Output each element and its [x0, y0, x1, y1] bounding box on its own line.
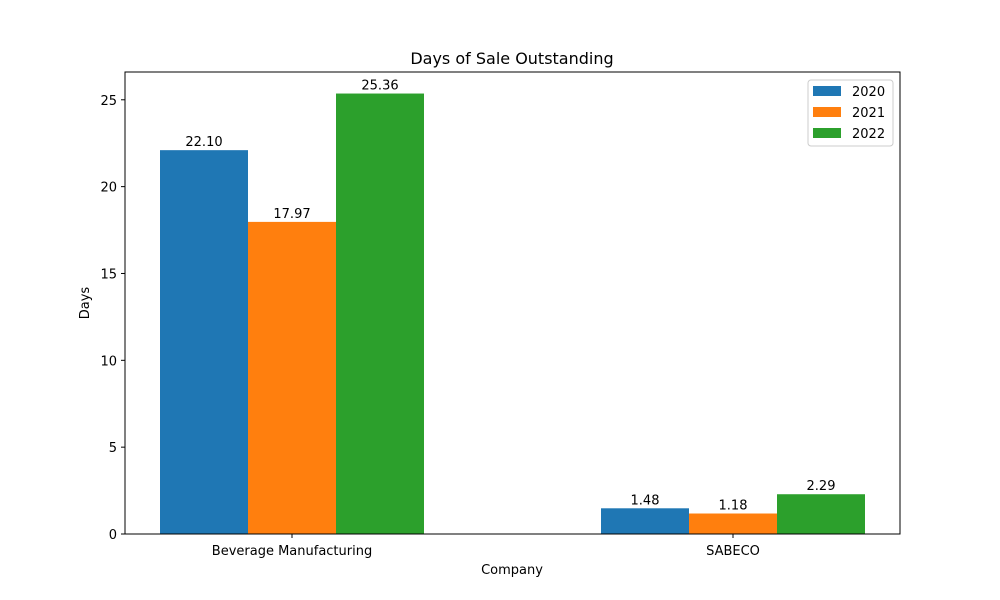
y-tick-label: 25: [100, 94, 117, 109]
y-tick-label: 0: [109, 528, 117, 543]
data-labels-group: 22.10 1.48 17.97 1.18 25.36 2.29: [185, 79, 835, 514]
data-label-2022-1: 2.29: [807, 479, 836, 494]
data-label-2020-0: 22.10: [185, 135, 222, 150]
x-tick-label: Beverage Manufacturing: [212, 544, 372, 559]
y-tick-label: 20: [100, 181, 117, 196]
x-tick-label: SABECO: [706, 544, 760, 559]
data-label-2020-1: 1.48: [631, 493, 660, 508]
bar-2021-1: [689, 513, 777, 534]
bar-2020-0: [160, 150, 248, 534]
y-axis-label: Days: [78, 287, 93, 320]
bars-group: [160, 93, 865, 535]
x-axis: Beverage Manufacturing SABECO: [212, 534, 760, 559]
legend: 2020 2021 2022: [807, 79, 894, 147]
x-axis-label: Company: [481, 563, 543, 578]
bar-2022-0: [336, 93, 424, 535]
legend-swatch-2021: [813, 107, 841, 117]
legend-label-2020: 2020: [852, 85, 885, 100]
bar-2022-1: [777, 494, 865, 534]
legend-swatch-2022: [813, 128, 841, 138]
y-tick-label: 5: [109, 441, 117, 456]
data-label-2022-0: 25.36: [361, 79, 398, 94]
y-tick-label: 15: [100, 267, 117, 282]
legend-label-2021: 2021: [852, 106, 885, 121]
bar-2020-1: [601, 508, 689, 534]
data-label-2021-0: 17.97: [273, 207, 310, 222]
bar-2021-0: [248, 221, 336, 535]
data-label-2021-1: 1.18: [719, 499, 748, 514]
y-axis: 0 5 10 15 20 25: [100, 94, 125, 543]
legend-swatch-2020: [813, 86, 841, 96]
legend-label-2022: 2022: [852, 127, 885, 142]
plot-frame: [124, 71, 901, 535]
y-tick-label: 10: [100, 354, 117, 369]
chart-title: Days of Sale Outstanding: [410, 49, 613, 68]
